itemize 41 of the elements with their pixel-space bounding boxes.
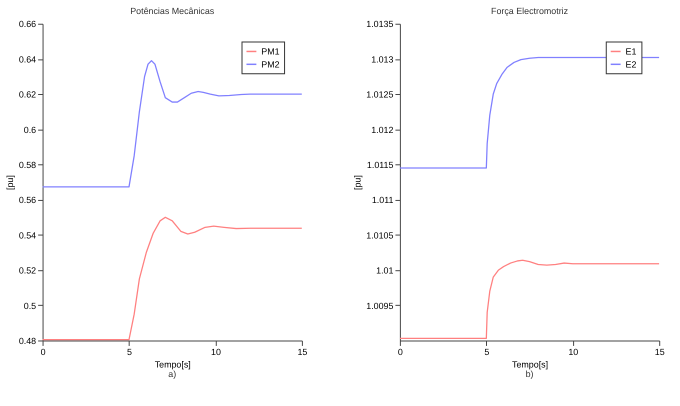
y-tick-label: 1.012 (371, 124, 394, 135)
chart-title: Força Electromotriz (491, 6, 568, 16)
y-tick-label: 0.5 (24, 300, 36, 311)
x-tick-label: 5 (484, 346, 490, 357)
line-series (400, 56, 660, 169)
y-tick-label: 1.011 (372, 195, 394, 206)
chart-title: Potências Mecânicas (130, 6, 215, 16)
y-tick-label: 1.0095 (366, 300, 394, 311)
y-tick-label: 0.48 (18, 336, 36, 346)
y-tick-label: 1.0105 (366, 230, 394, 240)
text: a) (168, 369, 176, 380)
y-tick-label: 0.6 (24, 124, 36, 135)
x-tick-label: 0 (398, 346, 403, 357)
y-tick-label: 0.58 (18, 160, 36, 170)
y-axis-title: [pu] (4, 175, 15, 190)
x-tick-label: 15 (654, 346, 665, 357)
x-tick-label: 10 (568, 346, 578, 357)
y-tick-label: 0.54 (18, 230, 36, 240)
y-tick-label: 1.013 (371, 54, 394, 64)
y-tick-label: 1.0115 (366, 160, 394, 170)
y-tick-label: 1.0135 (366, 19, 394, 30)
y-tick-label: 0.62 (18, 90, 36, 100)
y-tick-label: 0.52 (18, 266, 36, 276)
y-axis-title: [pu] (352, 175, 362, 190)
x-tick-label: 5 (127, 346, 132, 357)
legend-label: E1 (626, 46, 636, 56)
line-series (42, 60, 302, 188)
x-axis-title: Tempo[s] (512, 360, 548, 370)
legend-label: PM2 (261, 59, 280, 70)
x-tick-label: 10 (211, 346, 221, 357)
x-axis-title: Tempo[s] (154, 360, 191, 370)
text: b) (526, 369, 534, 380)
y-tick-label: 1.01 (376, 266, 394, 276)
y-tick-label: 0.66 (18, 19, 36, 30)
y-tick-label: 1.0125 (366, 90, 394, 100)
legend-label: E2 (626, 59, 636, 70)
x-tick-label: 0 (40, 346, 46, 357)
x-tick-label: 15 (297, 346, 308, 357)
y-tick-label: 0.64 (18, 54, 36, 64)
legend-label: PM1 (261, 46, 280, 56)
y-tick-label: 0.56 (18, 195, 36, 206)
